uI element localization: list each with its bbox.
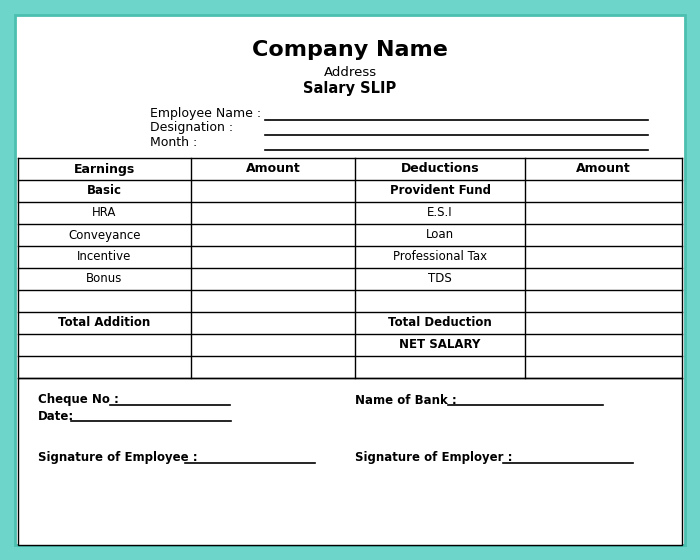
Text: Salary SLIP: Salary SLIP [303,81,397,96]
Text: Cheque No :: Cheque No : [38,394,123,407]
Text: Professional Tax: Professional Tax [393,250,487,264]
Text: TDS: TDS [428,273,452,286]
Text: Total Deduction: Total Deduction [388,316,492,329]
Text: Incentive: Incentive [77,250,132,264]
Text: Loan: Loan [426,228,454,241]
Text: Date:: Date: [38,409,74,422]
Text: Total Addition: Total Addition [58,316,150,329]
Text: Address: Address [323,67,377,80]
Text: Bonus: Bonus [86,273,122,286]
Text: Earnings: Earnings [74,162,135,175]
Text: Name of Bank :: Name of Bank : [355,394,461,407]
Text: Deductions: Deductions [400,162,480,175]
Bar [18,378,682,545]
Text: Signature of Employee :: Signature of Employee : [38,451,202,464]
Text: Signature of Employer :: Signature of Employer : [355,451,517,464]
Text: Amount: Amount [576,162,631,175]
Text: Conveyance: Conveyance [69,228,141,241]
Text: Amount: Amount [246,162,300,175]
Text: Basic: Basic [87,184,122,198]
Bar [18,158,682,378]
Text: E.S.I: E.S.I [427,207,453,220]
Text: Designation :: Designation : [150,122,233,134]
Text: HRA: HRA [92,207,117,220]
Text: Month :: Month : [150,137,197,150]
Text: Provident Fund: Provident Fund [389,184,491,198]
Text: Employee Name :: Employee Name : [150,106,261,119]
Text: Company Name: Company Name [252,40,448,60]
Text: NET SALARY: NET SALARY [399,338,481,352]
